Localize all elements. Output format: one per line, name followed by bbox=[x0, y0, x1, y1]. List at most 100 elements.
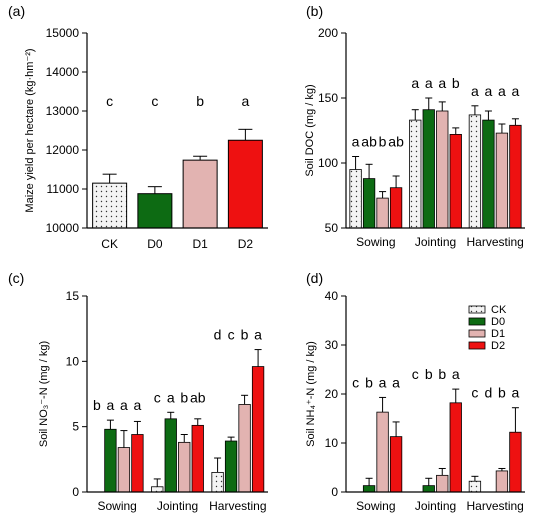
y-tick-label: 0 bbox=[331, 485, 338, 499]
y-axis-title: Soil NH₄⁺-N (mg / kg) bbox=[305, 341, 317, 447]
bar-d0 bbox=[164, 418, 177, 493]
bar-d0 bbox=[137, 193, 173, 229]
y-tick-label: 50 bbox=[325, 221, 339, 235]
y-axis-title: Soil NO₃⁻-N (mg / kg) bbox=[38, 341, 50, 447]
y-tick-label: 0 bbox=[72, 485, 79, 499]
bar-d1 bbox=[376, 197, 389, 229]
significance-letter: b bbox=[379, 134, 387, 150]
bar-d2 bbox=[449, 133, 462, 229]
y-tick-label: 13000 bbox=[46, 104, 80, 118]
bar-ck bbox=[409, 119, 422, 229]
y-tick-label: 100 bbox=[318, 156, 338, 170]
significance-letter: b bbox=[93, 397, 101, 413]
significance-letter: a bbox=[438, 75, 446, 91]
bar-d0 bbox=[482, 119, 495, 229]
significance-letter: a bbox=[167, 389, 175, 405]
significance-letter: a bbox=[512, 83, 520, 99]
significance-letter: b bbox=[241, 327, 249, 343]
y-tick-label: 10000 bbox=[46, 221, 80, 235]
x-tick-label: Harvesting bbox=[466, 235, 523, 249]
y-tick-label: 200 bbox=[318, 26, 338, 40]
significance-letter: c bbox=[228, 327, 235, 343]
significance-letter: a bbox=[120, 397, 128, 413]
bar-d0 bbox=[422, 485, 435, 493]
bar-ck bbox=[211, 471, 224, 493]
legend-label: CK bbox=[491, 304, 507, 316]
significance-letter: c bbox=[412, 366, 419, 382]
significance-letter: a bbox=[471, 83, 479, 99]
significance-letter: b bbox=[498, 385, 506, 401]
y-tick-label: 15 bbox=[66, 289, 80, 303]
x-tick-label: D0 bbox=[147, 237, 163, 251]
y-tick-label: 20 bbox=[325, 387, 339, 401]
legend-swatch-d0 bbox=[468, 317, 486, 326]
y-tick-label: 10 bbox=[66, 354, 80, 368]
significance-letter: c bbox=[471, 385, 478, 401]
x-tick-label: Sowing bbox=[356, 235, 395, 249]
x-tick-label: Jointing bbox=[415, 235, 456, 249]
significance-letter: ab bbox=[361, 134, 377, 150]
significance-letter: b bbox=[365, 374, 373, 390]
x-tick-label: Sowing bbox=[356, 499, 395, 513]
bar-d0 bbox=[422, 109, 435, 229]
x-tick-label: Sowing bbox=[97, 499, 136, 513]
y-tick-label: 12000 bbox=[46, 143, 80, 157]
bar-d1 bbox=[117, 447, 131, 493]
bar-d2 bbox=[509, 431, 522, 493]
panel-label: (d) bbox=[306, 270, 323, 286]
bar-d2 bbox=[389, 187, 403, 229]
significance-letter: c bbox=[151, 93, 158, 109]
bar-ck bbox=[349, 169, 362, 229]
bar-d1 bbox=[436, 474, 449, 493]
y-tick-label: 15000 bbox=[46, 26, 80, 40]
significance-letter: a bbox=[254, 327, 262, 343]
bar-d2 bbox=[227, 139, 263, 229]
bar-ck bbox=[92, 182, 128, 229]
significance-letter: a bbox=[352, 134, 360, 150]
significance-letter: c bbox=[352, 374, 359, 390]
y-tick-label: 10 bbox=[325, 436, 339, 450]
bar-d1 bbox=[376, 411, 389, 493]
significance-letter: c bbox=[154, 389, 161, 405]
panel-label: (c) bbox=[8, 270, 24, 286]
bar-d1 bbox=[495, 470, 509, 493]
significance-letter: a bbox=[485, 83, 493, 99]
significance-letter: b bbox=[196, 93, 204, 109]
bar-d0 bbox=[362, 485, 376, 493]
significance-letter: a bbox=[107, 397, 115, 413]
significance-letter: b bbox=[452, 75, 460, 91]
bar-d1 bbox=[436, 110, 449, 229]
bar-d1 bbox=[178, 441, 191, 493]
x-tick-label: Harvesting bbox=[209, 499, 266, 513]
bar-ck bbox=[151, 486, 164, 493]
significance-letter: ab bbox=[190, 389, 206, 405]
bar-d0 bbox=[362, 178, 376, 229]
x-tick-label: Harvesting bbox=[466, 499, 523, 513]
bar-d2 bbox=[251, 366, 265, 493]
bar-d2 bbox=[131, 434, 144, 493]
bar-d2 bbox=[449, 402, 462, 493]
x-tick-label: CK bbox=[101, 237, 118, 251]
bar-d2 bbox=[191, 424, 204, 493]
significance-letter: a bbox=[411, 75, 419, 91]
significance-letter: ab bbox=[388, 134, 404, 150]
y-tick-label: 30 bbox=[325, 338, 339, 352]
significance-letter: d bbox=[485, 385, 493, 401]
significance-letter: a bbox=[379, 374, 387, 390]
legend-label: D2 bbox=[491, 340, 505, 352]
significance-letter: a bbox=[134, 397, 142, 413]
bar-d1 bbox=[182, 159, 218, 229]
panel-label: (b) bbox=[306, 3, 323, 19]
legend-swatch-d1 bbox=[468, 329, 486, 338]
bar-d1 bbox=[238, 404, 251, 493]
panel-a: (a) Maize yield per hectare (kg·hm⁻²) 1000… bbox=[8, 3, 268, 251]
bar-d2 bbox=[509, 124, 522, 229]
x-tick-label: D2 bbox=[238, 237, 254, 251]
legend-swatch-ck bbox=[468, 305, 486, 314]
bar-d0 bbox=[104, 428, 117, 493]
x-tick-label: D1 bbox=[192, 237, 208, 251]
